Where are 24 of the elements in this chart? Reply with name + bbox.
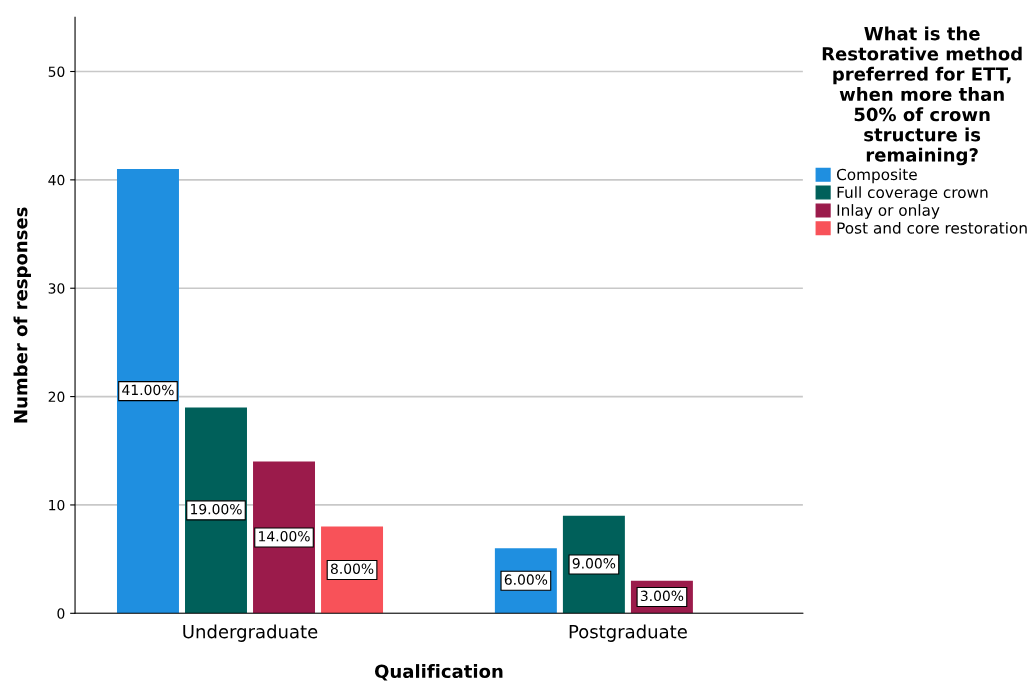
bar	[116, 169, 179, 614]
y-tick-label: 20	[48, 391, 65, 403]
x-tick-label: Undergraduate	[183, 624, 318, 642]
y-tick-label: 30	[48, 283, 65, 294]
bar	[185, 407, 247, 614]
legend-label: Composite	[836, 168, 917, 184]
y-tick-label: 40	[48, 174, 65, 186]
data-label: 3.00%	[640, 590, 684, 602]
legend-label: Post and core restoration	[837, 221, 1027, 234]
legend-label: Inlay or onlay	[837, 204, 940, 219]
data-label: 41.00%	[122, 384, 174, 396]
y-tick-label: 10	[49, 499, 65, 511]
y-axis-title: Number of responses	[13, 207, 31, 423]
data-label: 14.00%	[259, 530, 310, 542]
legend-title: What is the Restorative method preferred for ETT, when more than 50% of crown structure is remaining?	[822, 26, 1022, 166]
data-label: 19.00%	[191, 503, 242, 515]
x-axis-title: Qualification	[374, 664, 503, 681]
y-tick-label: 50	[48, 66, 65, 77]
x-tick-label: Postgraduate	[569, 624, 687, 642]
legend-label: Full coverage crown	[837, 186, 988, 202]
data-label: 9.00%	[572, 558, 616, 569]
data-label: 6.00%	[504, 574, 548, 585]
y-tick-label: 0	[57, 608, 65, 619]
data-label: 8.00%	[330, 563, 374, 574]
